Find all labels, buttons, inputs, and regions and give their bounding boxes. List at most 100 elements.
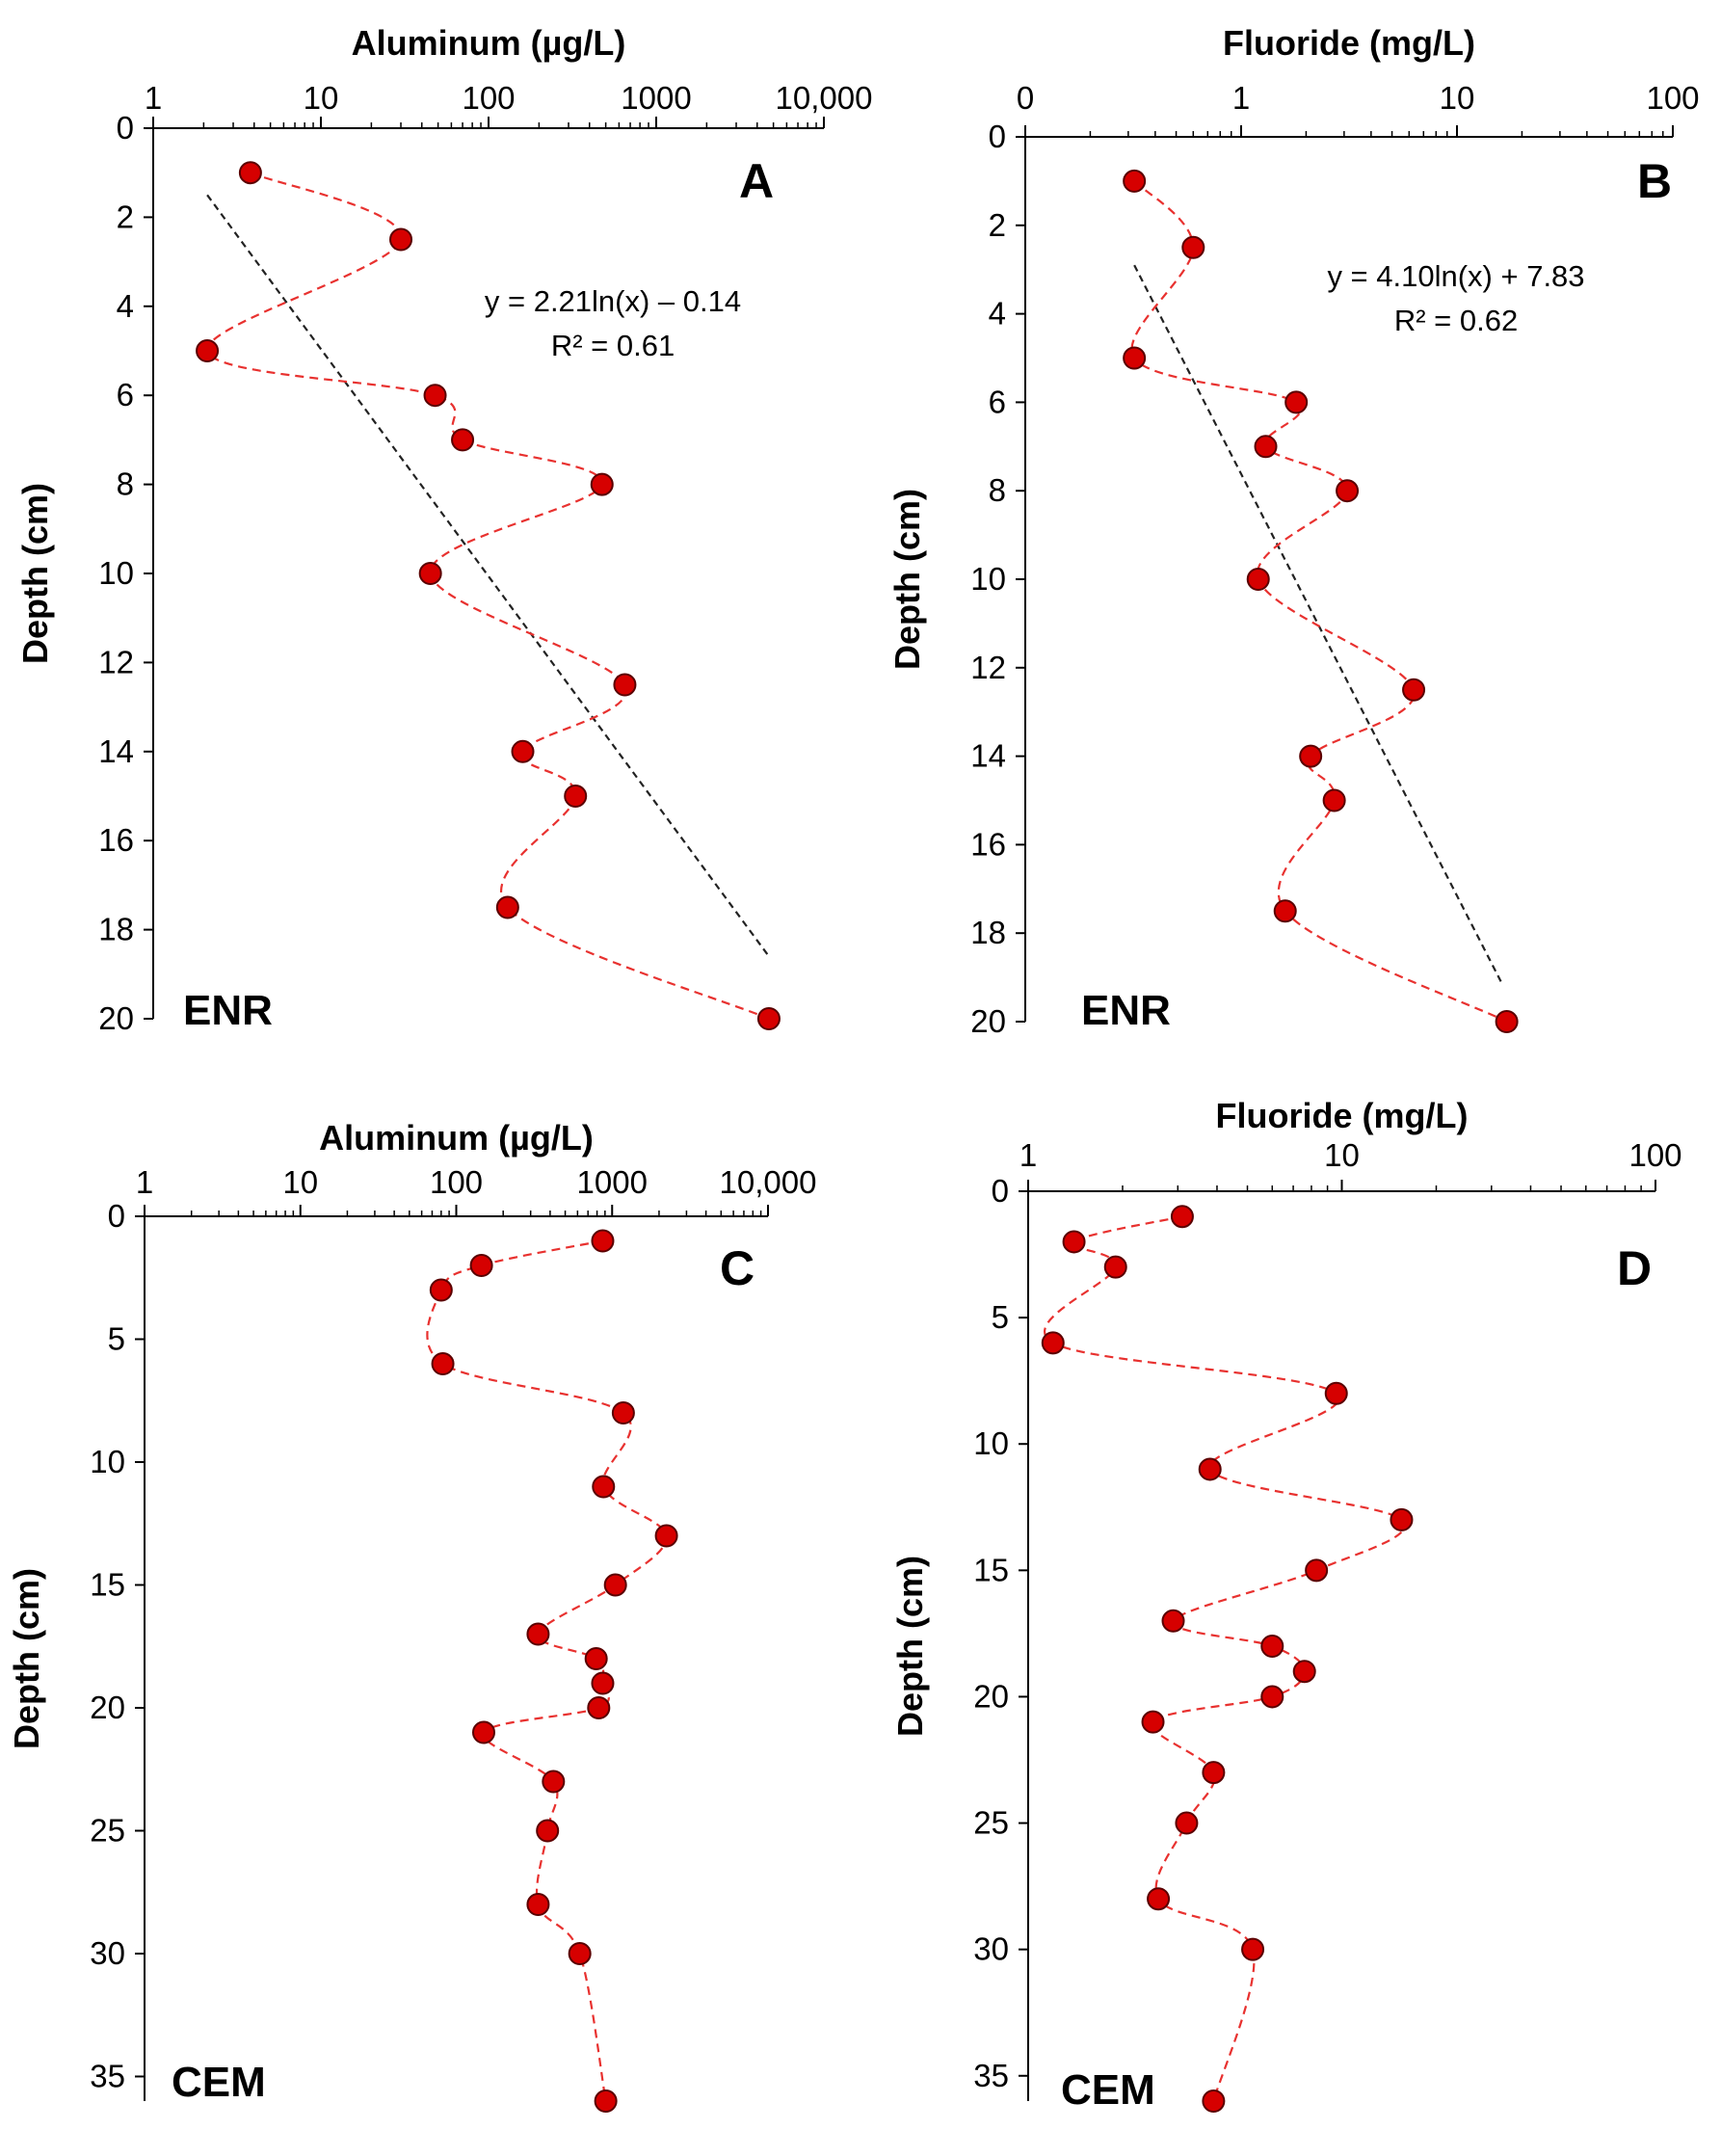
data-point xyxy=(613,673,637,697)
data-point xyxy=(196,339,220,362)
trendline-equation: y = 2.21ln(x) – 0.14 xyxy=(485,284,741,318)
data-point xyxy=(526,1622,550,1646)
y-tick-label: 16 xyxy=(98,822,134,858)
data-point xyxy=(591,1229,615,1253)
data-point xyxy=(1181,235,1205,259)
y-tick-label: 5 xyxy=(992,1299,1009,1335)
x-tick-label: 10,000 xyxy=(720,1164,817,1200)
trendline-equation: y = 4.10ln(x) + 7.83 xyxy=(1327,259,1584,293)
y-tick-label: 20 xyxy=(90,1690,125,1725)
trendline-r-squared: R² = 0.62 xyxy=(1394,304,1518,337)
data-point xyxy=(1322,788,1346,812)
data-point xyxy=(594,2089,618,2113)
x-tick-label: 10 xyxy=(1324,1137,1360,1173)
panel-letter: D xyxy=(1617,1241,1652,1295)
data-point xyxy=(1402,678,1426,702)
data-point xyxy=(1123,169,1147,193)
data-point xyxy=(389,227,413,252)
data-point xyxy=(1246,568,1270,591)
data-point xyxy=(1292,1660,1316,1684)
y-tick-label: 35 xyxy=(90,2059,125,2094)
panel-d-fluoride-cem: Fluoride (mg/L) Depth (cm) 1 10 100 0 5 10 15 20 2… xyxy=(890,1096,1682,2114)
x-axis-title: Fluoride (mg/L) xyxy=(1216,1096,1469,1135)
site-label: ENR xyxy=(1081,987,1171,1034)
y-tick-label: 35 xyxy=(973,2058,1009,2093)
y-tick-label: 0 xyxy=(992,1173,1009,1209)
x-tick-label: 0 xyxy=(1017,80,1034,116)
y-tick-label: 5 xyxy=(108,1321,125,1357)
y-tick-label: 20 xyxy=(973,1678,1009,1714)
y-tick-label: 2 xyxy=(989,207,1006,243)
data-point xyxy=(495,895,519,919)
y-tick-label: 4 xyxy=(117,288,134,324)
data-point xyxy=(423,384,447,408)
y-tick-label: 18 xyxy=(98,912,134,947)
y-tick-label: 20 xyxy=(970,1003,1006,1039)
x-tick-label: 1 xyxy=(1019,1137,1037,1173)
data-point xyxy=(471,1720,495,1744)
y-tick-label: 18 xyxy=(970,915,1006,950)
data-point xyxy=(1141,1710,1165,1734)
data-point xyxy=(1324,1381,1348,1405)
x-tick-label: 1000 xyxy=(621,80,691,116)
trendline-r-squared: R² = 0.61 xyxy=(551,329,675,362)
data-point xyxy=(1202,2089,1226,2113)
x-tick-label: 10 xyxy=(304,80,339,116)
data-point xyxy=(1062,1230,1086,1254)
y-tick-label: 10 xyxy=(970,561,1006,597)
x-axis-title: Fluoride (mg/L) xyxy=(1223,23,1475,63)
data-point xyxy=(431,1352,455,1375)
x-tick-label: 100 xyxy=(1628,1137,1681,1173)
site-label: ENR xyxy=(183,987,273,1034)
y-tick-label: 12 xyxy=(970,650,1006,685)
y-tick-label: 30 xyxy=(973,1931,1009,1967)
data-point xyxy=(451,428,475,452)
data-point xyxy=(1260,1685,1284,1709)
data-point xyxy=(603,1573,627,1597)
data-point xyxy=(756,1007,781,1030)
x-tick-label: 100 xyxy=(462,80,515,116)
x-tick-label: 1000 xyxy=(577,1164,648,1200)
y-tick-label: 10 xyxy=(90,1444,125,1479)
y-axis-title: Depth (cm) xyxy=(7,1568,46,1749)
y-tick-label: 0 xyxy=(117,110,134,146)
y-axis-title: Depth (cm) xyxy=(887,489,927,670)
data-point xyxy=(1284,390,1309,414)
y-tick-label: 15 xyxy=(90,1567,125,1603)
data-point xyxy=(1254,435,1278,459)
data-point xyxy=(238,161,262,185)
panel-letter: C xyxy=(720,1241,755,1295)
y-tick-label: 25 xyxy=(973,1805,1009,1841)
panel-b-fluoride-enr: Fluoride (mg/L) Depth (cm) 0 1 10 100 0 2 4 6 8 10 1… xyxy=(887,23,1700,1039)
trendline xyxy=(1133,264,1502,983)
data-point xyxy=(584,1647,608,1670)
panel-a-aluminum-enr: Aluminum (µg/L)Depth (cm)1 10 100 1000 10,00… xyxy=(15,23,872,1036)
data-point xyxy=(1103,1255,1127,1279)
data-point xyxy=(418,562,442,585)
x-tick-label: 100 xyxy=(1646,80,1699,116)
panel-letter: B xyxy=(1637,154,1672,208)
y-tick-label: 25 xyxy=(90,1813,125,1849)
series-line xyxy=(426,1239,668,2102)
data-point xyxy=(587,1696,611,1719)
x-tick-label: 1 xyxy=(136,1164,153,1200)
y-tick-label: 6 xyxy=(117,377,134,413)
x-tick-label: 10 xyxy=(1440,80,1475,116)
x-tick-label: 10,000 xyxy=(776,80,873,116)
site-label: CEM xyxy=(1061,2066,1155,2114)
x-axis-title: Aluminum (µg/L) xyxy=(319,1118,594,1158)
y-tick-label: 8 xyxy=(989,472,1006,508)
data-point xyxy=(1041,1331,1065,1355)
y-tick-label: 6 xyxy=(989,384,1006,419)
trendline xyxy=(206,194,770,957)
y-axis-title: Depth (cm) xyxy=(890,1556,930,1737)
y-tick-label: 14 xyxy=(98,733,134,769)
y-tick-label: 20 xyxy=(98,1000,134,1036)
x-tick-label: 1 xyxy=(1232,80,1250,116)
y-tick-label: 14 xyxy=(970,738,1006,774)
panel-letter: A xyxy=(739,154,774,208)
data-point xyxy=(1273,899,1297,923)
data-point xyxy=(1336,479,1360,503)
y-tick-label: 10 xyxy=(98,555,134,591)
